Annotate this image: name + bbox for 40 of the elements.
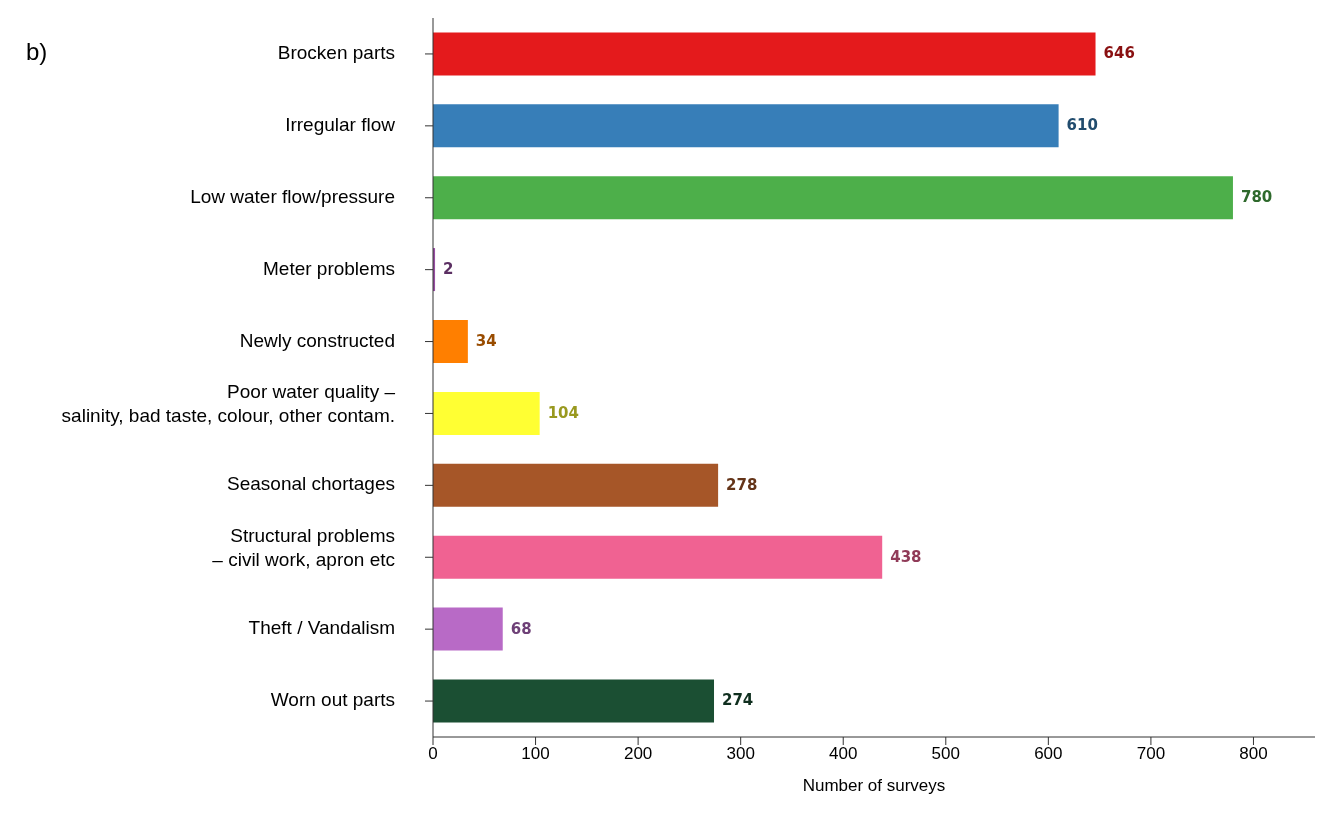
y-tick-label: Poor water quality – salinity, bad taste, colour, other contam.	[61, 381, 396, 427]
bar	[433, 104, 1059, 148]
data-label: 104	[547, 403, 579, 422]
data-label: 780	[1240, 188, 1273, 207]
data-label: 278	[726, 475, 758, 494]
bar	[433, 607, 503, 651]
bar	[433, 679, 715, 723]
x-tick-label: 100	[521, 744, 550, 764]
x-tick-label: 800	[1239, 744, 1268, 764]
bar	[433, 32, 1096, 76]
data-label: 2	[443, 260, 454, 279]
x-axis-title: Number of surveys	[802, 776, 946, 795]
x-tick-label: 600	[1034, 744, 1063, 764]
bar	[433, 391, 540, 435]
data-label: 34	[475, 331, 497, 350]
data-label: 610	[1066, 116, 1098, 135]
x-tick-label: 700	[1136, 744, 1166, 764]
data-label: 438	[890, 547, 922, 566]
y-tick-label: Theft / Vandalism	[248, 617, 395, 639]
bar	[433, 319, 468, 363]
x-tick-label: 200	[623, 744, 653, 764]
y-tick-label: Low water flow/pressure	[190, 185, 395, 207]
y-tick-label: Meter problems	[263, 257, 395, 279]
y-tick-label: Worn out parts	[270, 689, 395, 711]
data-label: 646	[1103, 44, 1135, 63]
y-tick-label: Seasonal chortages	[227, 473, 395, 495]
y-tick-label: Structural problems – civil work, apron etc	[212, 525, 395, 571]
y-tick-label: Irregular flow	[285, 113, 396, 135]
x-tick-label: 500	[931, 744, 960, 764]
data-label: 68	[510, 619, 532, 638]
x-tick-label: 0	[428, 744, 438, 764]
y-tick-label: Brocken parts	[277, 41, 395, 63]
text: b)	[26, 38, 48, 66]
bar	[433, 535, 883, 579]
x-tick-label: 400	[829, 744, 858, 764]
y-tick-label: Newly constructed	[239, 329, 395, 351]
bar	[433, 463, 719, 507]
x-tick-label: 300	[726, 744, 755, 764]
bar	[433, 176, 1233, 220]
data-label: 274	[722, 691, 754, 710]
